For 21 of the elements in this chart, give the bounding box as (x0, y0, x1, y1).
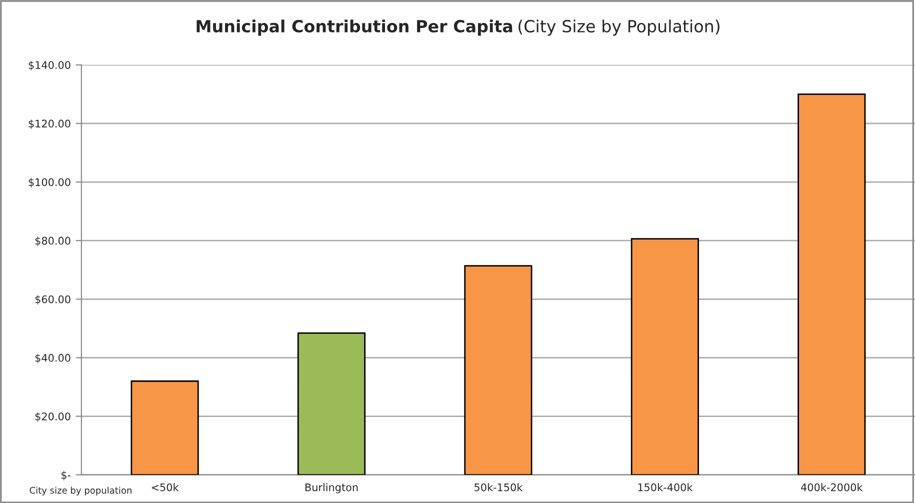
x-tick-label: 400k-2000k (801, 483, 863, 492)
y-tick-label: $80.00 (35, 236, 70, 246)
chart-subtitle: (City Size by Population) (518, 20, 720, 36)
bar (464, 265, 532, 475)
bar (798, 93, 866, 475)
y-tick-label: $- (61, 470, 71, 480)
bar (297, 332, 366, 475)
y-tick-label: $60.00 (35, 295, 70, 305)
x-tick-label: 50k-150k (474, 483, 523, 492)
y-tick-label: $100.00 (28, 178, 70, 188)
bar (630, 238, 699, 475)
bar (130, 380, 199, 475)
x-tick-label: Burlington (305, 483, 358, 494)
y-tick-label: $40.00 (35, 354, 70, 364)
chart-title: Municipal Contribution Per Capita (196, 20, 512, 36)
x-axis-title: City size by population (30, 486, 132, 496)
y-tick-label: $140.00 (28, 60, 70, 70)
y-tick-label: $120.00 (28, 119, 70, 129)
x-tick-label: 150k-400k (638, 483, 693, 492)
y-tick-label: $20.00 (35, 412, 70, 422)
x-tick-label: <50k (152, 483, 179, 492)
